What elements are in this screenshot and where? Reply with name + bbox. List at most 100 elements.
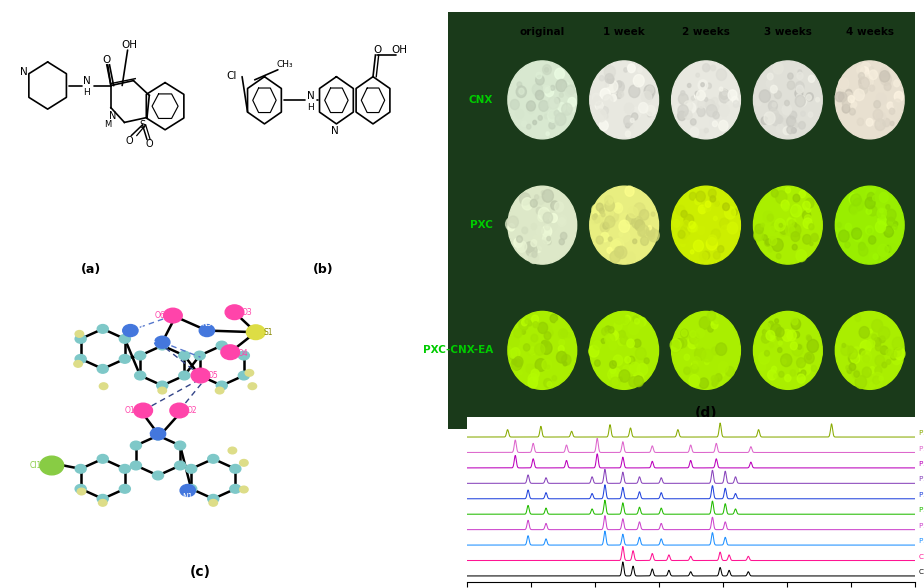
Circle shape bbox=[605, 201, 614, 211]
Circle shape bbox=[851, 194, 861, 206]
Circle shape bbox=[803, 235, 811, 244]
Circle shape bbox=[719, 105, 729, 116]
Circle shape bbox=[673, 340, 678, 347]
Circle shape bbox=[630, 118, 634, 122]
Circle shape bbox=[684, 215, 694, 225]
Circle shape bbox=[715, 343, 726, 355]
Circle shape bbox=[691, 96, 695, 101]
Circle shape bbox=[786, 116, 796, 126]
Circle shape bbox=[795, 67, 801, 74]
Circle shape bbox=[618, 338, 625, 346]
Circle shape bbox=[557, 215, 567, 226]
Circle shape bbox=[119, 335, 130, 343]
Circle shape bbox=[672, 345, 678, 353]
Circle shape bbox=[610, 367, 615, 373]
Text: (d): (d) bbox=[695, 406, 717, 420]
Circle shape bbox=[591, 205, 602, 215]
Circle shape bbox=[690, 250, 694, 254]
Circle shape bbox=[545, 345, 553, 354]
Circle shape bbox=[546, 132, 550, 136]
Circle shape bbox=[770, 343, 773, 348]
Circle shape bbox=[699, 252, 708, 261]
Circle shape bbox=[875, 366, 881, 375]
Circle shape bbox=[605, 326, 611, 333]
Circle shape bbox=[614, 355, 623, 366]
Circle shape bbox=[610, 95, 616, 102]
Circle shape bbox=[721, 225, 730, 235]
Circle shape bbox=[530, 240, 537, 246]
Circle shape bbox=[97, 495, 108, 503]
Circle shape bbox=[510, 99, 519, 109]
Circle shape bbox=[596, 236, 603, 244]
Circle shape bbox=[806, 93, 813, 101]
Circle shape bbox=[716, 69, 726, 81]
Circle shape bbox=[877, 208, 886, 219]
Circle shape bbox=[769, 109, 779, 121]
Circle shape bbox=[796, 85, 803, 93]
Circle shape bbox=[697, 107, 705, 116]
Circle shape bbox=[711, 376, 717, 382]
Circle shape bbox=[221, 345, 239, 359]
Circle shape bbox=[709, 189, 716, 198]
Circle shape bbox=[797, 345, 801, 349]
Circle shape bbox=[893, 225, 897, 229]
Circle shape bbox=[562, 355, 571, 365]
Circle shape bbox=[638, 68, 642, 72]
Circle shape bbox=[762, 334, 767, 339]
Circle shape bbox=[695, 198, 700, 205]
Circle shape bbox=[636, 348, 646, 360]
Circle shape bbox=[628, 356, 635, 364]
Circle shape bbox=[554, 111, 559, 116]
Circle shape bbox=[894, 99, 902, 108]
Circle shape bbox=[894, 348, 902, 356]
Circle shape bbox=[718, 246, 723, 253]
Circle shape bbox=[891, 121, 894, 126]
Circle shape bbox=[532, 252, 537, 258]
Circle shape bbox=[634, 319, 643, 329]
Circle shape bbox=[647, 235, 650, 239]
Circle shape bbox=[119, 485, 130, 493]
Circle shape bbox=[608, 237, 613, 241]
Circle shape bbox=[619, 220, 629, 232]
Circle shape bbox=[610, 361, 616, 369]
Circle shape bbox=[644, 85, 655, 98]
Circle shape bbox=[889, 108, 894, 114]
Circle shape bbox=[535, 91, 543, 100]
Circle shape bbox=[871, 334, 877, 340]
Text: O: O bbox=[125, 136, 133, 146]
Circle shape bbox=[247, 325, 265, 339]
Circle shape bbox=[535, 195, 539, 199]
Circle shape bbox=[531, 102, 535, 106]
Circle shape bbox=[672, 186, 740, 264]
Circle shape bbox=[600, 88, 610, 100]
Circle shape bbox=[629, 362, 640, 374]
Circle shape bbox=[723, 90, 727, 95]
Circle shape bbox=[518, 88, 524, 94]
Circle shape bbox=[99, 499, 107, 506]
Circle shape bbox=[761, 334, 770, 343]
Circle shape bbox=[541, 226, 552, 237]
Circle shape bbox=[615, 203, 621, 209]
Circle shape bbox=[538, 116, 542, 121]
Circle shape bbox=[884, 226, 894, 237]
Circle shape bbox=[596, 215, 603, 222]
Text: S1: S1 bbox=[263, 328, 274, 337]
Circle shape bbox=[806, 198, 814, 208]
Circle shape bbox=[525, 242, 534, 252]
Text: 2 weeks: 2 weeks bbox=[682, 27, 730, 37]
Circle shape bbox=[164, 308, 182, 323]
Circle shape bbox=[208, 455, 219, 463]
Circle shape bbox=[713, 377, 719, 385]
Circle shape bbox=[508, 216, 518, 228]
Circle shape bbox=[628, 207, 638, 218]
Circle shape bbox=[245, 369, 254, 376]
Circle shape bbox=[648, 112, 651, 117]
Circle shape bbox=[645, 90, 653, 99]
Circle shape bbox=[225, 305, 244, 319]
Circle shape bbox=[594, 214, 597, 218]
Circle shape bbox=[796, 358, 806, 368]
Circle shape bbox=[699, 317, 711, 329]
Circle shape bbox=[614, 81, 625, 93]
Circle shape bbox=[792, 318, 798, 325]
Text: PXC-CNX-EA (4 weeks): PXC-CNX-EA (4 weeks) bbox=[918, 445, 924, 452]
